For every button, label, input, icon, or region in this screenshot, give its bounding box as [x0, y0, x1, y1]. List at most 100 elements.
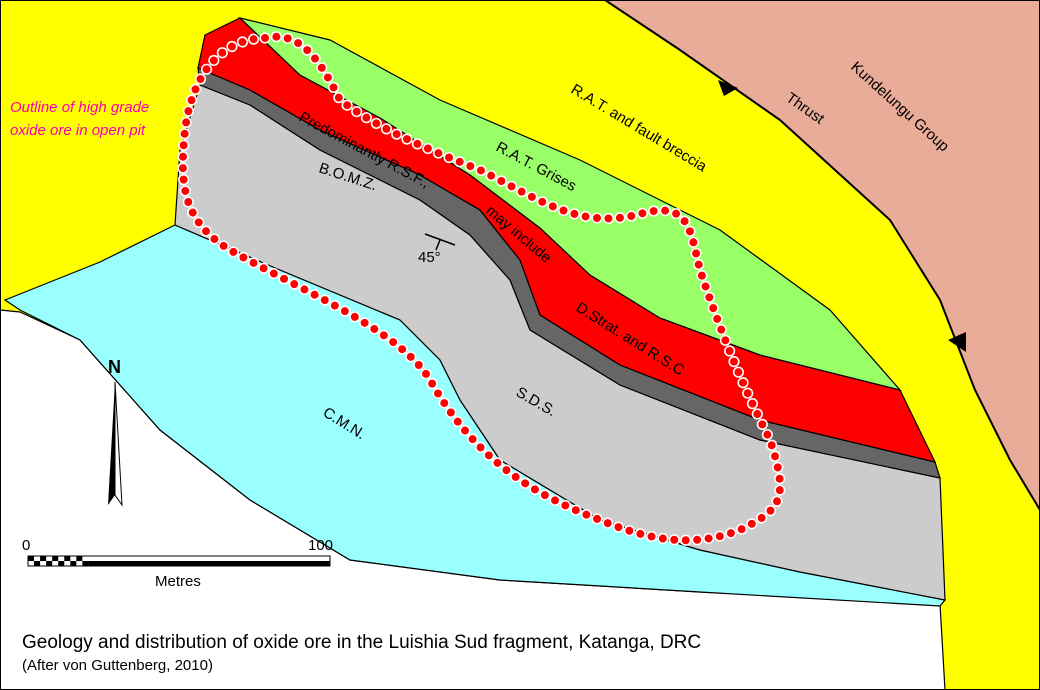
ore-dot	[636, 207, 649, 219]
ore-dot	[341, 99, 353, 111]
scale-seg	[34, 561, 41, 566]
ore-dot	[247, 33, 260, 45]
outline-label: Outline of high grade	[10, 99, 149, 116]
ore-dot	[316, 62, 328, 74]
ore-dot	[378, 329, 390, 341]
ore-dot	[452, 416, 464, 428]
ore-dot	[339, 305, 351, 317]
ore-dot	[559, 499, 571, 512]
ore-dot	[751, 408, 763, 420]
ore-dot	[194, 73, 207, 85]
ore-dot	[761, 429, 773, 441]
ore-dot	[670, 208, 682, 220]
ore-dot	[766, 439, 778, 451]
ore-dot	[570, 504, 582, 516]
ore-dot	[329, 299, 341, 312]
ore-dot	[177, 174, 190, 186]
north-arrow	[114, 381, 123, 507]
outline-label: oxide ore in open pit	[10, 122, 146, 139]
ore-dot	[634, 528, 646, 540]
ore-dot	[648, 205, 660, 217]
ore-dot	[491, 457, 504, 469]
ore-dot	[728, 356, 740, 368]
ore-dot	[500, 464, 513, 476]
ore-dot	[189, 83, 202, 95]
ore-dot	[614, 212, 626, 224]
ore-dot	[227, 246, 239, 258]
ore-dot	[591, 212, 603, 224]
ore-dot	[539, 489, 551, 501]
scale-seg	[70, 561, 77, 566]
ore-dot	[703, 291, 715, 303]
ore-dot	[756, 418, 768, 430]
ore-dot	[724, 345, 736, 357]
ore-dot	[510, 471, 522, 483]
ore-dot	[764, 505, 777, 517]
ore-dot	[278, 273, 290, 285]
ore-dot	[769, 450, 781, 462]
ore-dot	[547, 200, 559, 213]
thrust-tooth	[718, 80, 738, 96]
ore-dot	[580, 509, 592, 521]
ore-dot	[696, 270, 708, 282]
ore-dot	[432, 147, 445, 159]
ore-dot	[464, 160, 476, 172]
ore-dot	[691, 534, 703, 546]
ore-dot	[322, 71, 334, 84]
ore-dot	[236, 36, 249, 48]
ore-dot	[200, 225, 212, 237]
ore-dot	[771, 495, 783, 507]
ore-dot	[180, 116, 192, 129]
ore-dot	[380, 123, 393, 135]
dip-symbol	[435, 239, 441, 251]
north-arrow	[108, 382, 115, 505]
ore-dot	[742, 387, 754, 399]
ore-dot	[711, 313, 723, 325]
ore-dot	[707, 302, 719, 314]
ore-dot	[359, 317, 371, 329]
ore-dot	[549, 494, 561, 507]
scale-seg	[52, 556, 59, 561]
ore-dot	[187, 206, 199, 219]
ore-dot	[702, 532, 715, 545]
ore-dot	[623, 525, 635, 537]
ore-dot	[625, 210, 637, 222]
ore-dot	[680, 534, 692, 546]
ore-dot	[516, 186, 528, 198]
ore-dot	[270, 31, 282, 43]
ore-dot	[177, 151, 189, 163]
ore-dot	[746, 398, 759, 410]
ore-dot	[591, 513, 603, 525]
ore-dot	[432, 387, 444, 400]
ore-dot	[182, 196, 194, 208]
thrust-tooth	[948, 332, 966, 352]
ore-dot	[657, 532, 669, 545]
ore-dot	[772, 461, 784, 473]
ore-dot	[217, 240, 230, 252]
ore-dot	[774, 473, 786, 485]
ore-dot	[298, 283, 311, 296]
ore-dot	[349, 311, 361, 323]
ore-dot	[612, 521, 625, 533]
ore-dot	[177, 162, 189, 174]
ore-dot	[526, 191, 538, 203]
ore-dot	[391, 128, 403, 140]
ore-dot	[443, 151, 455, 164]
scale-label: 0	[22, 537, 30, 554]
ore-dot	[715, 324, 727, 336]
ore-dot	[178, 139, 190, 151]
ore-dot	[699, 280, 712, 293]
caption-box	[15, 622, 663, 684]
ore-dot	[732, 366, 745, 378]
dip-symbol	[424, 233, 456, 246]
ore-dot	[602, 517, 614, 529]
ore-dot	[475, 164, 487, 177]
ore-dot	[370, 117, 382, 130]
ore-dot	[687, 236, 700, 248]
ore-dot	[474, 441, 487, 454]
ore-dot	[208, 54, 220, 67]
ore-dot	[185, 94, 198, 106]
scale-seg	[88, 561, 331, 566]
ore-dot	[237, 251, 250, 264]
